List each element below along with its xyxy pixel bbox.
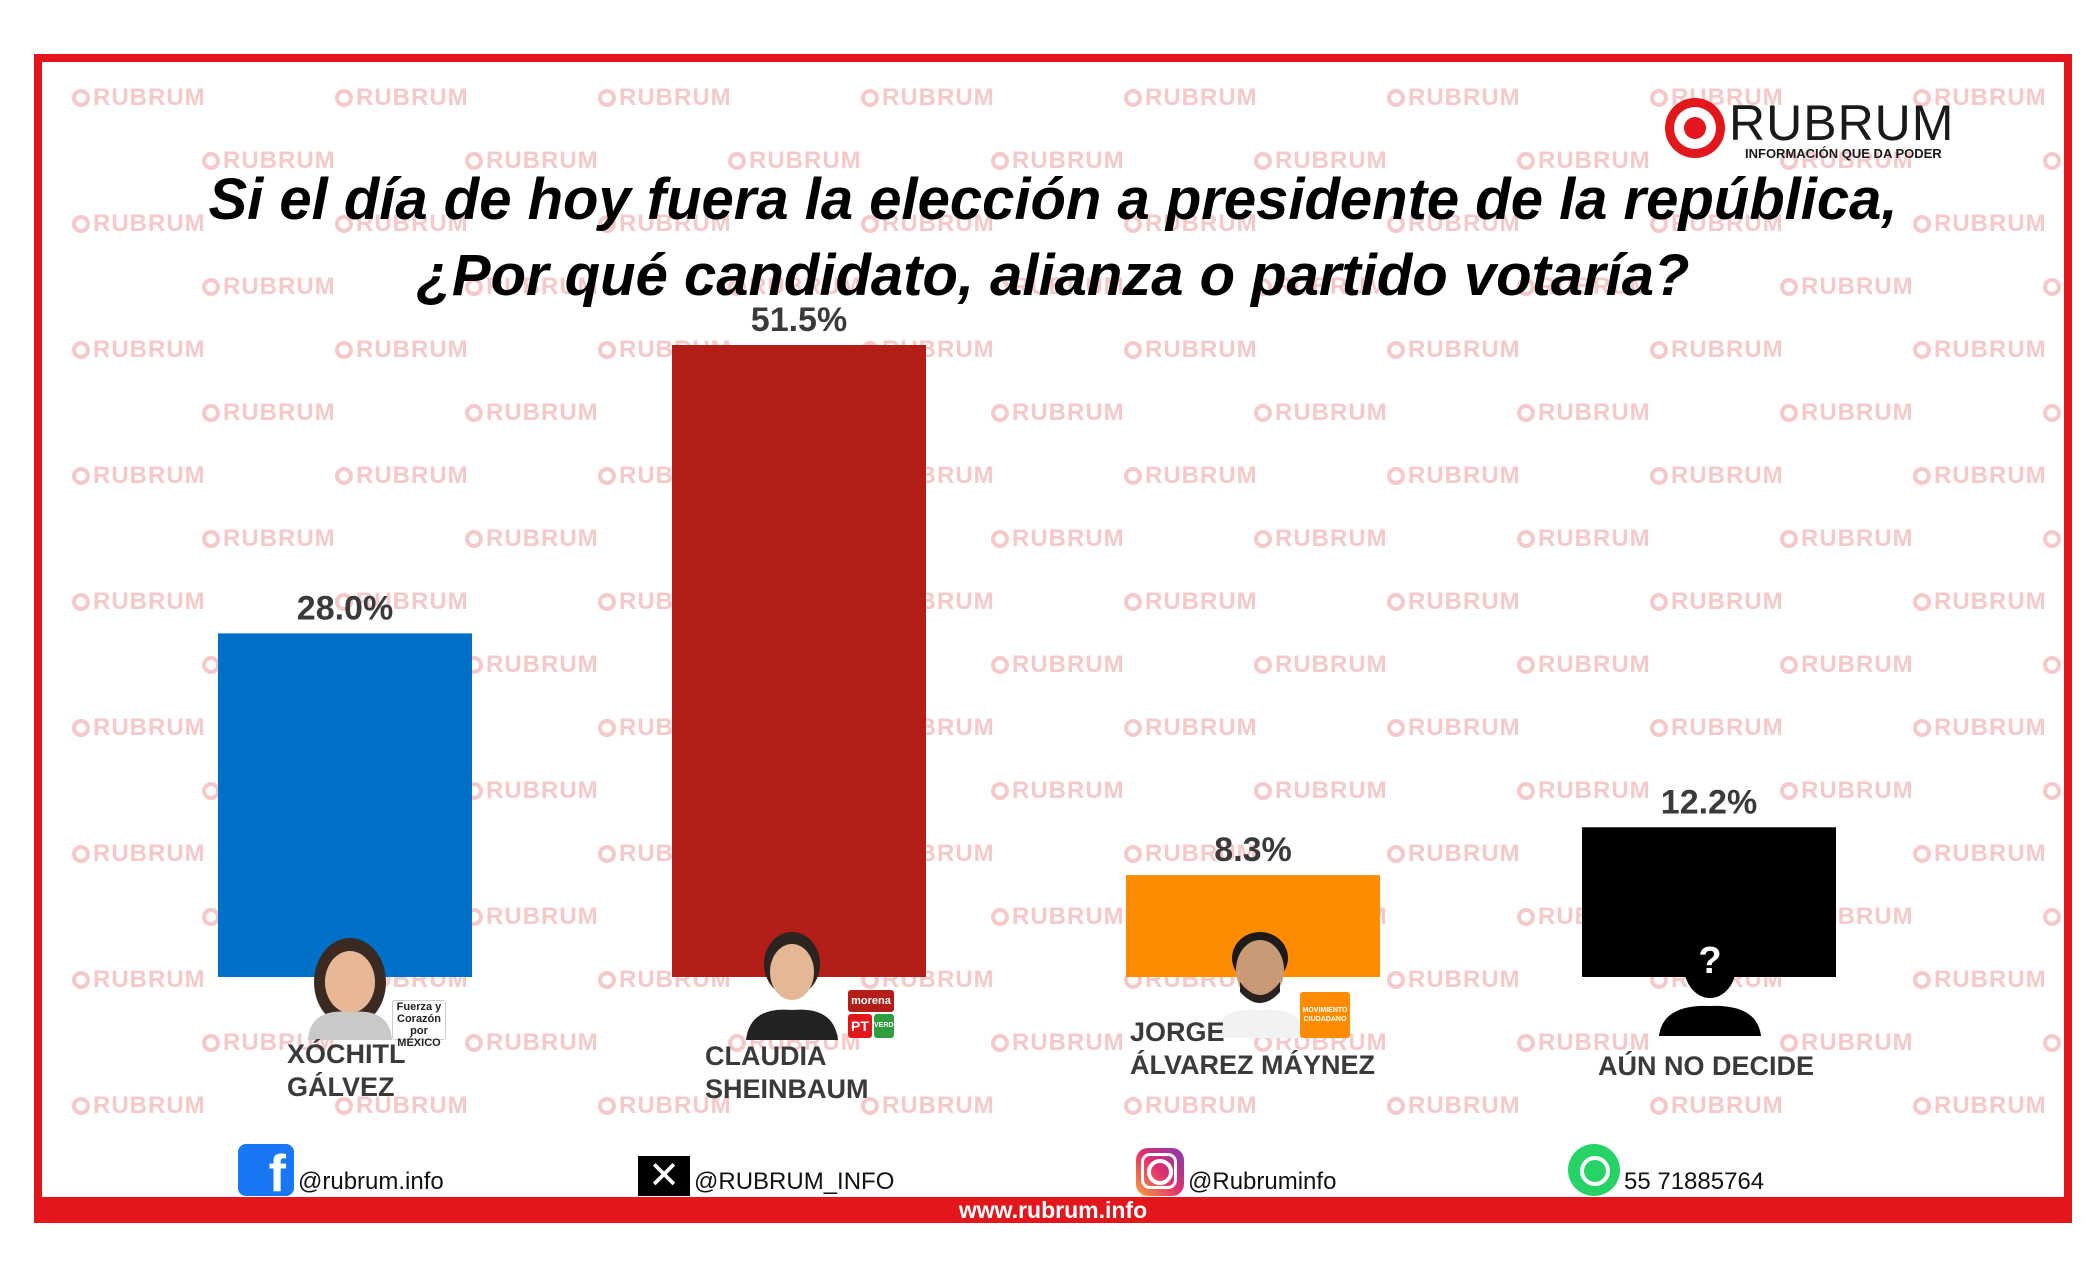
party-logo-movimiento-ciudadano: MOVIMIENTO CIUDADANO: [1300, 992, 1350, 1038]
bar-1: [218, 633, 472, 977]
candidate-name-line1: CLAUDIA: [705, 1041, 827, 1071]
x-handle: @RUBRUM_INFO: [694, 1168, 895, 1195]
bar-value-label-2: 51.5%: [751, 301, 847, 339]
chart-title-line2: ¿Por qué candidato, alianza o partido vo…: [416, 243, 1690, 308]
social-x[interactable]: ✕ @RUBRUM_INFO: [638, 1140, 894, 1196]
candidate-photo-jorge: [1214, 932, 1306, 1038]
candidate-name-line2: GÁLVEZ: [287, 1072, 395, 1102]
party-logo-verde: VERDE: [874, 1014, 898, 1038]
candidate-name-undecided: AÚN NO DECIDE: [1598, 1051, 1815, 1081]
question-mark-glyph: ?: [1698, 940, 1722, 982]
x-icon: ✕: [638, 1156, 690, 1196]
chart-title: Si el día de hoy fuera la elección a pre…: [34, 162, 2072, 314]
party-logo-morena: morena: [848, 990, 894, 1012]
candidate-name-line2: ÁLVAREZ MÁYNEZ: [1130, 1050, 1375, 1080]
candidate-name-line1: JORGE: [1130, 1017, 1225, 1047]
candidate-name-line2: SHEINBAUM: [705, 1074, 869, 1104]
candidate-photo-claudia: [746, 932, 838, 1040]
whatsapp-number: 55 71885764: [1624, 1168, 1765, 1195]
party-logo-pt: PT: [848, 1014, 872, 1038]
footer-url: www.rubrum.info: [34, 1197, 2072, 1223]
chart-title-line1: Si el día de hoy fuera la elección a pre…: [208, 167, 1898, 232]
social-facebook[interactable]: f @rubrum.info: [238, 1140, 444, 1200]
facebook-handle: @rubrum.info: [298, 1168, 444, 1195]
candidate-name-xochitl: XÓCHITL GÁLVEZ: [287, 1038, 406, 1104]
candidate-name-jorge: JORGE ÁLVAREZ MÁYNEZ: [1130, 1016, 1375, 1082]
bar-2: [672, 345, 926, 977]
candidate-photo-xochitl: [308, 938, 392, 1040]
social-whatsapp[interactable]: 55 71885764: [1568, 1140, 1764, 1196]
candidate-name-line1: XÓCHITL: [287, 1039, 406, 1069]
party-logo-fuerza-corazon: Fuerza y Corazón por MÉXICO: [392, 1000, 446, 1049]
brand-tagline: INFORMACIÓN QUE DA PODER: [1745, 146, 1942, 161]
bar-value-label-4: 12.2%: [1661, 783, 1757, 821]
target-icon: [1665, 98, 1725, 158]
instagram-icon: [1136, 1148, 1184, 1196]
facebook-icon: f: [238, 1144, 294, 1200]
instagram-handle: @Rubruminfo: [1188, 1168, 1337, 1195]
candidate-name-claudia: CLAUDIA SHEINBAUM: [705, 1040, 869, 1106]
whatsapp-icon: [1568, 1144, 1620, 1196]
brand-name: RUBRUM: [1729, 95, 1955, 151]
bar-value-label-3: 8.3%: [1214, 831, 1292, 869]
social-instagram[interactable]: @Rubruminfo: [1136, 1140, 1336, 1196]
rubrum-logo: RUBRUM INFORMACIÓN QUE DA PODER: [1665, 95, 1975, 168]
undecided-silhouette-icon: [1659, 934, 1761, 1036]
bar-value-label-1: 28.0%: [297, 589, 393, 627]
